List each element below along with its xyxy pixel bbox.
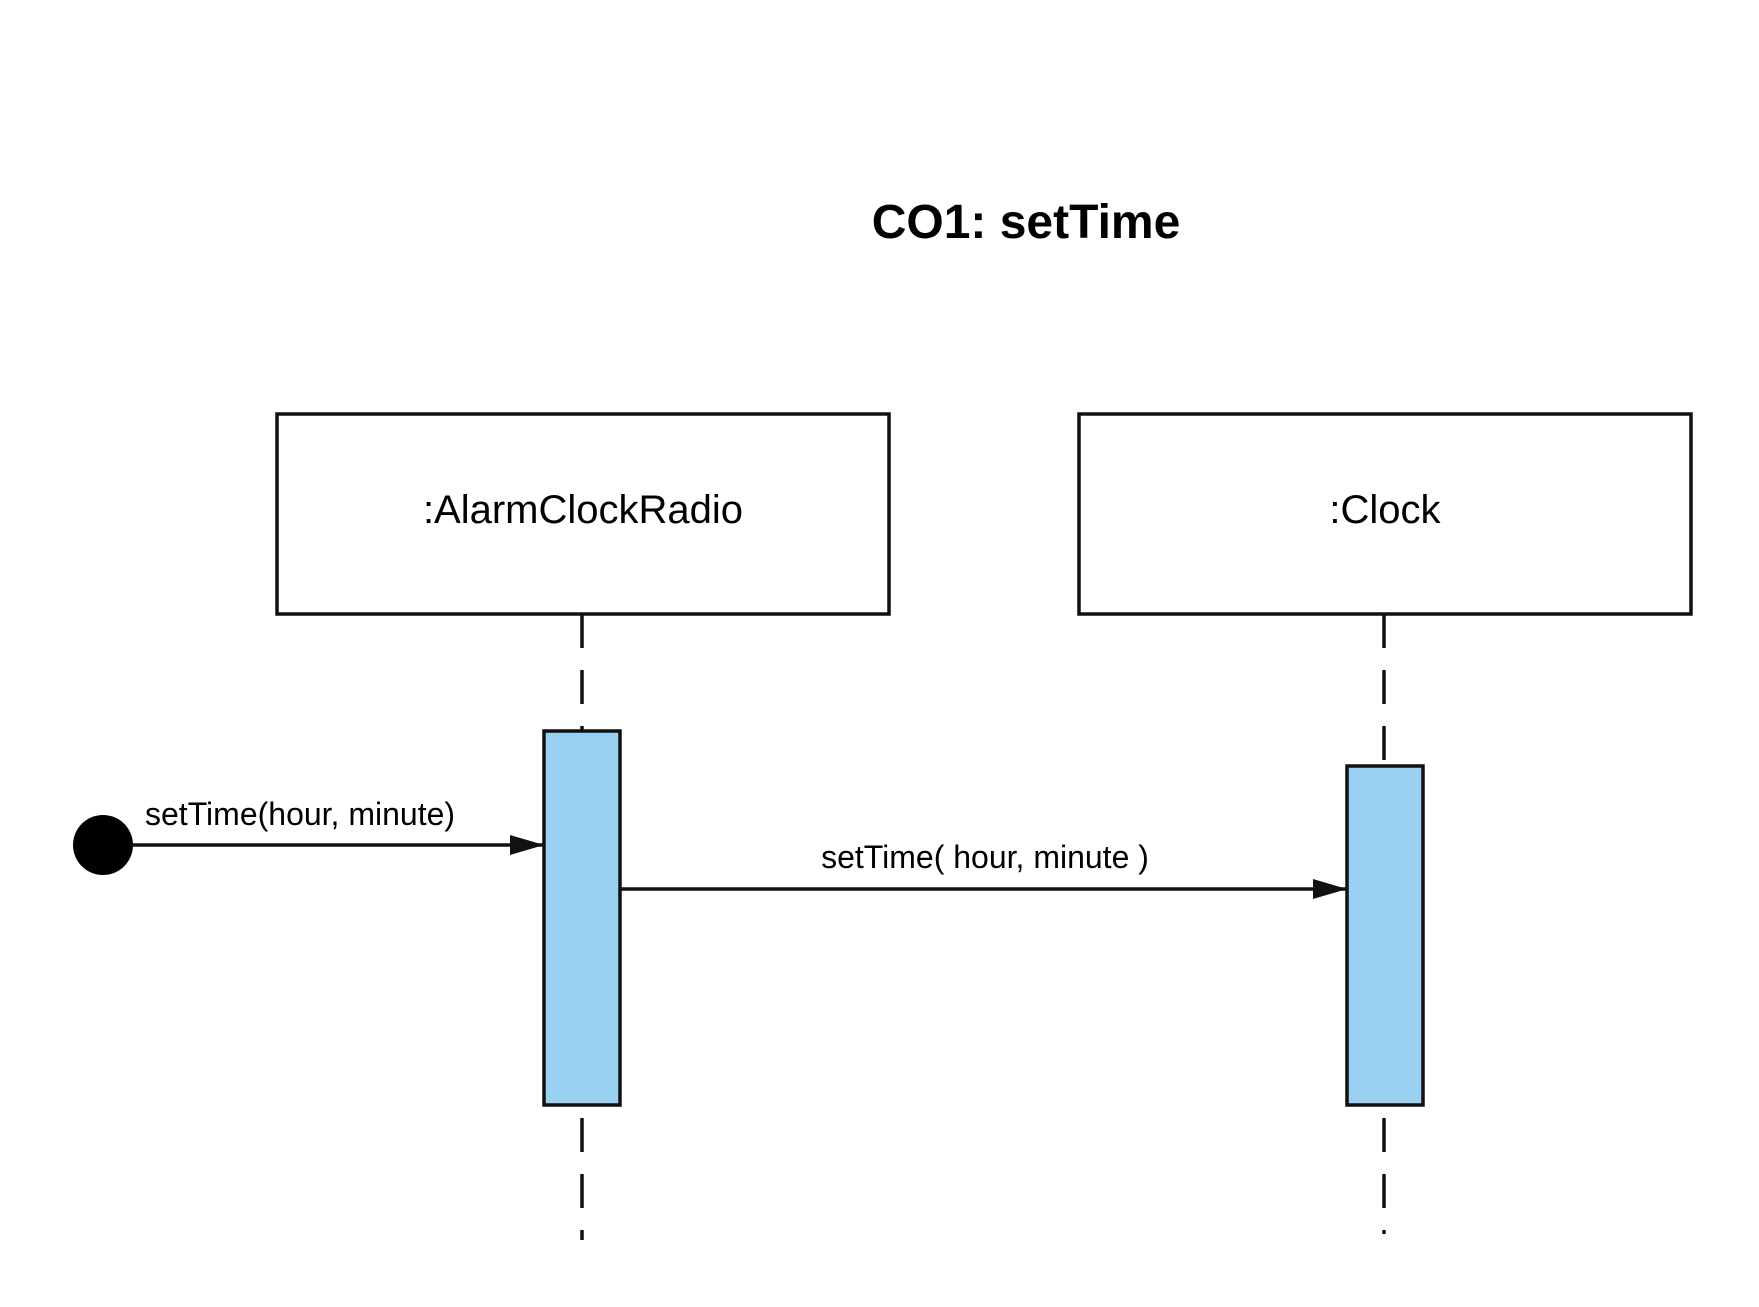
- activation-bar: [542, 729, 622, 1107]
- diagram-title: CO1: setTime: [872, 196, 1181, 249]
- initial-node-icon: [73, 815, 133, 875]
- message-set-time-found: setTime(hour, minute): [73, 796, 544, 875]
- lifeline-alarm-clock-radio: :AlarmClockRadio: [275, 412, 891, 1240]
- lifeline-clock: :Clock: [1077, 412, 1693, 1234]
- lifeline-box[interactable]: [1077, 412, 1693, 616]
- message-label: setTime(hour, minute): [145, 796, 455, 832]
- message-set-time-to-clock: setTime( hour, minute ): [620, 839, 1347, 899]
- lifeline-label: :Clock: [1329, 488, 1441, 532]
- lifeline-label: :AlarmClockRadio: [423, 488, 743, 532]
- lifeline-box[interactable]: [275, 412, 891, 616]
- message-label: setTime( hour, minute ): [821, 839, 1149, 875]
- activation-bar: [1345, 764, 1425, 1107]
